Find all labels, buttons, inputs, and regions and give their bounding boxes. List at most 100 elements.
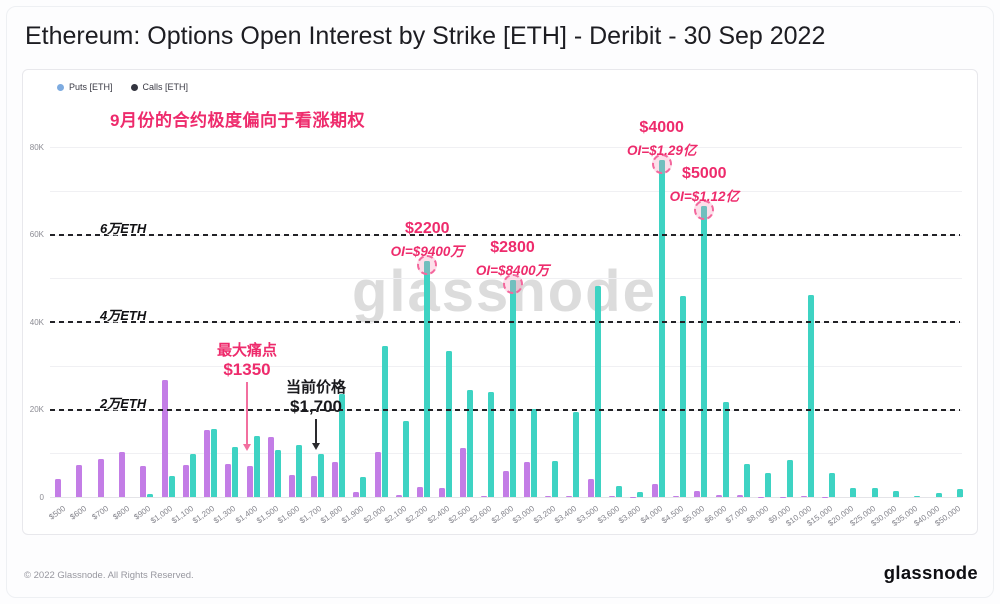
put-bar[interactable] bbox=[736, 495, 743, 497]
put-bar[interactable] bbox=[523, 462, 530, 497]
put-bar[interactable] bbox=[161, 379, 168, 497]
call-bar[interactable] bbox=[701, 206, 708, 497]
put-bar[interactable] bbox=[502, 470, 509, 497]
put-bar[interactable] bbox=[481, 495, 488, 497]
call-bar[interactable] bbox=[594, 285, 601, 497]
call-bar[interactable] bbox=[743, 463, 750, 497]
put-bar[interactable] bbox=[694, 490, 701, 497]
call-bar[interactable] bbox=[488, 392, 495, 497]
call-bar[interactable] bbox=[552, 461, 559, 497]
copyright-text: © 2022 Glassnode. All Rights Reserved. bbox=[24, 570, 194, 581]
put-bar[interactable] bbox=[140, 465, 147, 497]
legend-label: Puts [ETH] bbox=[69, 82, 113, 92]
put-bar[interactable] bbox=[800, 496, 807, 497]
call-bar[interactable] bbox=[765, 472, 772, 497]
reference-line-label: 4万ETH bbox=[100, 308, 147, 323]
call-bar[interactable] bbox=[637, 492, 644, 497]
page-title: Ethereum: Options Open Interest by Strik… bbox=[25, 22, 826, 50]
call-bar[interactable] bbox=[275, 449, 282, 497]
call-bar[interactable] bbox=[807, 294, 814, 497]
put-bar[interactable] bbox=[55, 479, 61, 497]
call-bar[interactable] bbox=[339, 394, 346, 497]
callout-strike-label: $2200 bbox=[405, 219, 450, 237]
reference-line-label: 6万ETH bbox=[100, 220, 147, 236]
call-bar[interactable] bbox=[168, 476, 175, 497]
put-bar[interactable] bbox=[374, 451, 381, 497]
y-tick-label: 0 bbox=[39, 492, 44, 502]
call-bar[interactable] bbox=[679, 295, 686, 497]
put-bar[interactable] bbox=[225, 464, 232, 497]
call-bar[interactable] bbox=[893, 490, 900, 497]
call-bar[interactable] bbox=[317, 454, 324, 497]
call-bar[interactable] bbox=[829, 472, 836, 497]
put-bar[interactable] bbox=[459, 448, 466, 497]
legend-item-calls[interactable]: Calls [ETH] bbox=[130, 82, 188, 92]
call-bar[interactable] bbox=[232, 447, 239, 497]
call-bar[interactable] bbox=[211, 428, 218, 497]
put-bar[interactable] bbox=[438, 488, 445, 497]
call-bar[interactable] bbox=[957, 489, 964, 497]
current-price-value: $1,700 bbox=[289, 397, 342, 416]
current-price-arrow-head bbox=[312, 443, 320, 450]
call-bar[interactable] bbox=[573, 412, 580, 497]
call-bar[interactable] bbox=[509, 280, 516, 497]
y-tick-label: 40K bbox=[29, 317, 44, 327]
put-bar[interactable] bbox=[310, 476, 317, 497]
call-bar[interactable] bbox=[402, 420, 409, 497]
strike-callout: $4000 OI=$1.29亿 bbox=[627, 119, 696, 159]
put-bar[interactable] bbox=[417, 486, 424, 497]
call-bar[interactable] bbox=[466, 389, 473, 497]
put-bar[interactable] bbox=[395, 494, 402, 497]
callout-strike-label: $4000 bbox=[639, 119, 684, 137]
put-bar[interactable] bbox=[587, 479, 594, 497]
call-bar[interactable] bbox=[914, 495, 921, 497]
call-bar[interactable] bbox=[530, 409, 537, 497]
put-bar[interactable] bbox=[353, 492, 360, 497]
current-price-annotation: 当前价格 $1,700 bbox=[286, 376, 346, 417]
max-pain-annotation: 最大痛点 $1350 bbox=[217, 339, 277, 380]
call-bar[interactable] bbox=[445, 350, 452, 497]
call-bar[interactable] bbox=[850, 488, 857, 497]
call-bar[interactable] bbox=[381, 345, 388, 497]
put-bar[interactable] bbox=[332, 462, 339, 497]
call-bar[interactable] bbox=[658, 160, 665, 497]
put-bar[interactable] bbox=[545, 496, 552, 497]
put-bar[interactable] bbox=[651, 483, 658, 497]
y-gridline bbox=[50, 365, 962, 367]
call-bar[interactable] bbox=[253, 435, 260, 497]
page-frame bbox=[6, 6, 994, 598]
call-bar[interactable] bbox=[360, 476, 367, 497]
call-bar[interactable] bbox=[871, 488, 878, 497]
callout-oi-label: OI=$1.29亿 bbox=[626, 143, 697, 159]
put-bar[interactable] bbox=[204, 430, 211, 497]
put-bar[interactable] bbox=[76, 465, 83, 497]
y-gridline bbox=[50, 453, 962, 455]
put-bar[interactable] bbox=[268, 437, 275, 497]
max-pain-arrow-head bbox=[243, 444, 251, 451]
legend-item-puts[interactable]: Puts [ETH] bbox=[57, 82, 113, 92]
callout-strike-label: $2800 bbox=[490, 239, 535, 257]
put-bar[interactable] bbox=[118, 451, 125, 497]
call-bar[interactable] bbox=[616, 486, 623, 497]
put-bar[interactable] bbox=[246, 465, 253, 497]
put-bar[interactable] bbox=[182, 465, 189, 497]
call-bar[interactable] bbox=[189, 454, 196, 497]
put-bar[interactable] bbox=[97, 458, 104, 497]
x-axis-line bbox=[50, 497, 962, 498]
legend-dot-icon bbox=[57, 83, 64, 91]
put-bar[interactable] bbox=[289, 475, 296, 497]
put-bar[interactable] bbox=[672, 496, 679, 497]
callout-strike-label: $5000 bbox=[682, 165, 727, 183]
put-bar[interactable] bbox=[566, 495, 573, 497]
call-bar[interactable] bbox=[147, 493, 154, 497]
call-bar[interactable] bbox=[722, 402, 729, 497]
max-pain-value: $1350 bbox=[223, 360, 271, 379]
current-price-label: 当前价格 bbox=[285, 379, 347, 396]
call-bar[interactable] bbox=[786, 459, 793, 497]
call-bar[interactable] bbox=[935, 493, 942, 497]
call-bar[interactable] bbox=[296, 444, 303, 497]
call-bar[interactable] bbox=[424, 260, 431, 497]
put-bar[interactable] bbox=[609, 496, 616, 497]
put-bar[interactable] bbox=[715, 495, 722, 497]
